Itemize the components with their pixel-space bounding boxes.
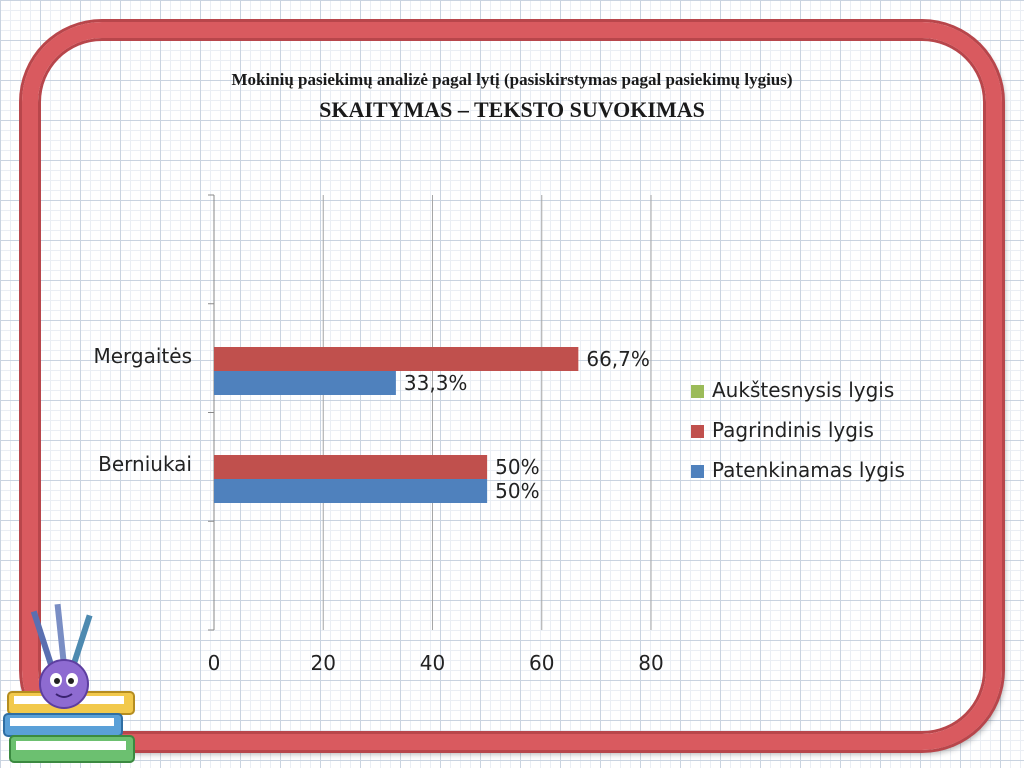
legend-entry: Aukštesnysis lygis xyxy=(712,378,894,402)
chart-subtitle: SKAITYMAS – TEKSTO SUVOKIMAS xyxy=(319,97,705,122)
x-tick-label: 20 xyxy=(311,651,336,675)
bar xyxy=(214,479,488,503)
data-label: 50% xyxy=(495,455,539,479)
legend-swatch xyxy=(691,425,704,438)
x-tick-label: 60 xyxy=(529,651,554,675)
legend-entry: Pagrindinis lygis xyxy=(712,418,874,442)
category-label: Berniukai xyxy=(98,452,192,476)
data-label: 33,3% xyxy=(404,371,468,395)
slide-frame xyxy=(22,22,1002,750)
bar xyxy=(214,455,488,479)
legend-entry: Patenkinamas lygis xyxy=(712,458,905,482)
x-tick-label: 80 xyxy=(638,651,663,675)
legend-swatch xyxy=(691,465,704,478)
bar xyxy=(214,347,579,371)
x-tick-label: 0 xyxy=(208,651,221,675)
legend-swatch xyxy=(691,385,704,398)
chart-title: Mokinių pasiekimų analizė pagal lytį (pa… xyxy=(231,70,793,89)
data-label: 66,7% xyxy=(586,347,650,371)
x-tick-label: 40 xyxy=(420,651,445,675)
books-with-ball-character-icon xyxy=(3,603,135,763)
data-label: 50% xyxy=(495,479,539,503)
category-label: Mergaitės xyxy=(93,344,192,368)
bar xyxy=(214,371,396,395)
